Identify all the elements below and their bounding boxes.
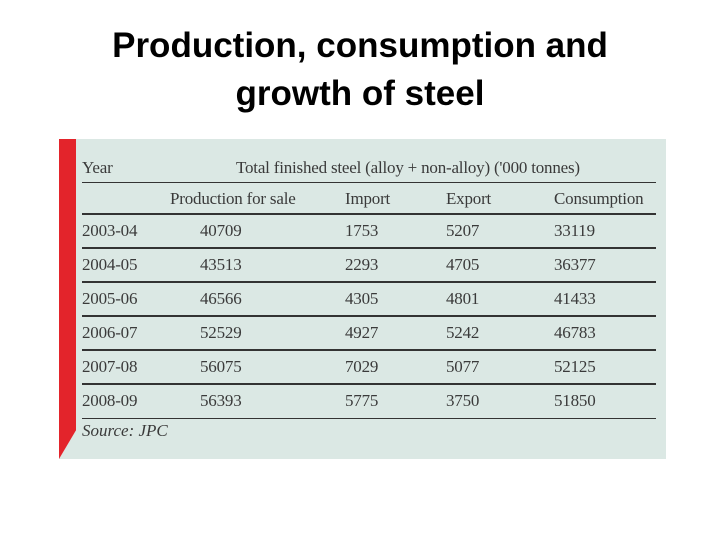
steel-table: Year Total finished steel (alloy + non-a… xyxy=(82,152,656,419)
row-rule xyxy=(82,349,656,351)
cell-export: 5207 xyxy=(446,221,480,240)
slide-title: Production, consumption and growth of st… xyxy=(0,22,720,118)
row-rule xyxy=(82,247,656,249)
year-header: Year xyxy=(82,158,113,177)
cell-export: 5077 xyxy=(446,357,480,376)
table-row: 2003-04 40709 1753 5207 33119 xyxy=(82,215,656,249)
table-row: 2006-07 52529 4927 5242 46783 xyxy=(82,317,656,351)
cell-import: 4927 xyxy=(345,323,379,342)
cell-production: 40709 xyxy=(200,221,242,240)
cell-production: 56075 xyxy=(200,357,242,376)
row-rule xyxy=(82,383,656,385)
cell-consumption: 41433 xyxy=(554,289,596,308)
cell-year: 2005-06 xyxy=(82,289,138,308)
cell-year: 2003-04 xyxy=(82,221,138,240)
cell-import: 7029 xyxy=(345,357,379,376)
cell-export: 5242 xyxy=(446,323,480,342)
table-panel xyxy=(59,139,666,459)
source-note: Source: JPC xyxy=(82,421,168,440)
table-header-row-1: Year Total finished steel (alloy + non-a… xyxy=(82,152,656,183)
cell-import: 5775 xyxy=(345,391,379,410)
table-header-row-2: Production for sale Import Export Consum… xyxy=(82,183,656,215)
table-row: 2007-08 56075 7029 5077 52125 xyxy=(82,351,656,385)
table-row: 2005-06 46566 4305 4801 41433 xyxy=(82,283,656,317)
cell-export: 4705 xyxy=(446,255,480,274)
cell-production: 56393 xyxy=(200,391,242,410)
header-rule-1 xyxy=(82,182,656,183)
row-rule xyxy=(82,418,656,419)
cell-year: 2008-09 xyxy=(82,391,138,410)
cell-year: 2007-08 xyxy=(82,357,138,376)
cell-export: 3750 xyxy=(446,391,480,410)
slide-title-line-1: Production, consumption and xyxy=(112,26,608,65)
row-rule xyxy=(82,281,656,283)
row-rule xyxy=(82,315,656,317)
cell-import: 2293 xyxy=(345,255,379,274)
cell-consumption: 33119 xyxy=(554,221,595,240)
cell-consumption: 36377 xyxy=(554,255,596,274)
cell-year: 2006-07 xyxy=(82,323,138,342)
cell-import: 1753 xyxy=(345,221,379,240)
group-header: Total finished steel (alloy + non-alloy)… xyxy=(236,158,580,177)
table-row: 2008-09 56393 5775 3750 51850 xyxy=(82,385,656,419)
column-header-production: Production for sale xyxy=(170,189,296,208)
column-header-consumption: Consumption xyxy=(554,189,644,208)
cell-production: 52529 xyxy=(200,323,242,342)
cell-consumption: 52125 xyxy=(554,357,596,376)
header-rule-2 xyxy=(82,213,656,215)
column-header-export: Export xyxy=(446,189,492,208)
cell-export: 4801 xyxy=(446,289,480,308)
cell-year: 2004-05 xyxy=(82,255,138,274)
table-row: 2004-05 43513 2293 4705 36377 xyxy=(82,249,656,283)
cell-consumption: 46783 xyxy=(554,323,596,342)
cell-consumption: 51850 xyxy=(554,391,596,410)
slide-title-line-2: growth of steel xyxy=(235,74,485,113)
accent-bar xyxy=(59,139,76,459)
cell-production: 43513 xyxy=(200,255,242,274)
cell-production: 46566 xyxy=(200,289,242,308)
column-header-import: Import xyxy=(345,189,391,208)
cell-import: 4305 xyxy=(345,289,379,308)
